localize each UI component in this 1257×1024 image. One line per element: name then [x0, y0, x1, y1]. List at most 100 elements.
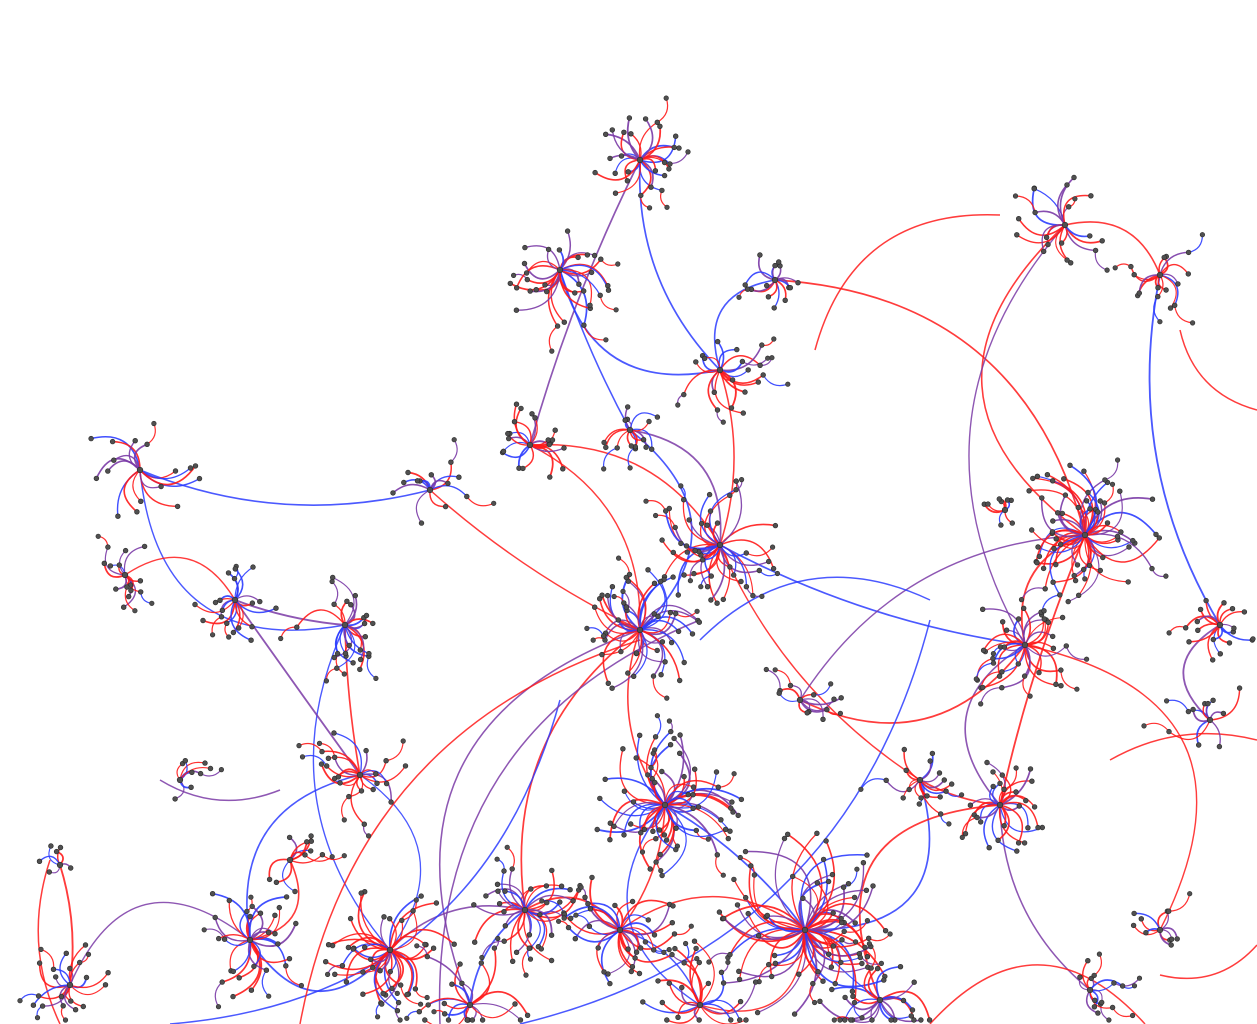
graph-edge — [113, 454, 141, 471]
graph-node — [192, 601, 198, 608]
graph-node — [878, 960, 885, 967]
graph-node — [329, 854, 335, 860]
graph-edge — [1084, 534, 1134, 549]
graph-node — [722, 826, 729, 833]
graph-edge — [1063, 194, 1091, 226]
graph-node — [618, 648, 624, 655]
graph-node — [30, 1002, 37, 1008]
graph-node — [720, 915, 727, 922]
graph-node — [668, 639, 675, 646]
graph-node — [636, 732, 643, 738]
graph-node — [457, 961, 463, 967]
graph-edge — [344, 624, 365, 660]
graph-node — [962, 830, 969, 837]
graph-node — [302, 852, 308, 858]
graph-edge — [657, 979, 701, 1006]
graph-node — [774, 570, 781, 577]
graph-node — [645, 917, 651, 923]
graph-node — [852, 920, 858, 926]
graph-edge — [723, 917, 806, 941]
graph-node — [621, 832, 627, 838]
graph-node — [643, 444, 649, 450]
graph-edge — [466, 496, 494, 507]
graph-node — [659, 768, 665, 775]
graph-node — [549, 437, 556, 443]
graph-node — [658, 671, 664, 678]
graph-node — [738, 578, 744, 585]
graph-node — [219, 979, 225, 985]
graph-node — [648, 446, 655, 452]
graph-node — [990, 650, 997, 657]
graph-node — [1163, 698, 1170, 704]
graph-edge — [774, 279, 1086, 536]
graph-node — [1216, 621, 1224, 629]
graph-edge — [800, 854, 868, 931]
graph-node — [555, 918, 562, 924]
graph-node — [404, 991, 410, 998]
graph-edge — [524, 894, 574, 911]
graph-node — [1015, 616, 1022, 622]
graph-node — [959, 834, 965, 841]
graph-node — [622, 417, 628, 423]
graph-node — [590, 637, 596, 643]
graph-node — [511, 419, 518, 425]
graph-node — [755, 932, 762, 939]
graph-node — [230, 968, 237, 975]
graph-edge — [400, 985, 421, 1005]
graph-node — [672, 524, 678, 531]
graph-node — [362, 633, 368, 640]
graph-node — [858, 786, 864, 792]
graph-node — [611, 593, 617, 600]
graph-node — [505, 430, 511, 437]
graph-edge — [639, 604, 699, 631]
graph-node — [876, 996, 884, 1004]
graph-edge — [359, 774, 422, 951]
graph-node — [648, 764, 654, 771]
graph-edge — [719, 544, 921, 781]
graph-node — [244, 908, 250, 915]
graph-node — [627, 821, 634, 827]
graph-node — [609, 127, 615, 133]
graph-edge — [1071, 534, 1086, 566]
graph-node — [623, 574, 629, 581]
graph-edge — [1083, 534, 1092, 570]
graph-edge — [804, 929, 826, 985]
graph-node — [341, 817, 347, 823]
graph-node — [1053, 681, 1059, 687]
graph-edge — [609, 798, 666, 840]
graph-node — [657, 851, 663, 858]
graph-node — [46, 869, 52, 875]
graph-node — [714, 852, 720, 858]
graph-edge — [999, 795, 1036, 808]
graph-node — [866, 941, 873, 947]
graph-node — [675, 592, 681, 598]
graph-edge — [664, 804, 806, 931]
graph-node — [456, 474, 462, 480]
graph-node — [677, 732, 683, 738]
graph-edge — [699, 576, 931, 641]
graph-node — [859, 960, 865, 967]
graph-node — [366, 833, 372, 839]
graph-edge — [802, 929, 819, 973]
graph-node — [1087, 506, 1093, 512]
graph-node — [720, 596, 726, 603]
graph-node — [669, 919, 675, 926]
graph-node — [1081, 531, 1089, 539]
graph-node — [207, 765, 214, 772]
graph-node — [1083, 656, 1090, 662]
graph-node — [1156, 271, 1164, 279]
graph-node — [356, 771, 364, 779]
graph-node — [466, 1001, 474, 1009]
graph-node — [1231, 625, 1237, 631]
graph-node — [1155, 293, 1161, 300]
graph-node — [368, 956, 374, 963]
graph-node — [1031, 186, 1037, 192]
graph-edge — [664, 783, 694, 806]
graph-node — [996, 673, 1003, 679]
graph-node — [1001, 786, 1007, 792]
graph-node — [909, 1007, 916, 1013]
graph-edge — [139, 465, 197, 486]
graph-node — [652, 168, 659, 174]
graph-node — [645, 772, 651, 778]
graph-node — [772, 522, 779, 529]
